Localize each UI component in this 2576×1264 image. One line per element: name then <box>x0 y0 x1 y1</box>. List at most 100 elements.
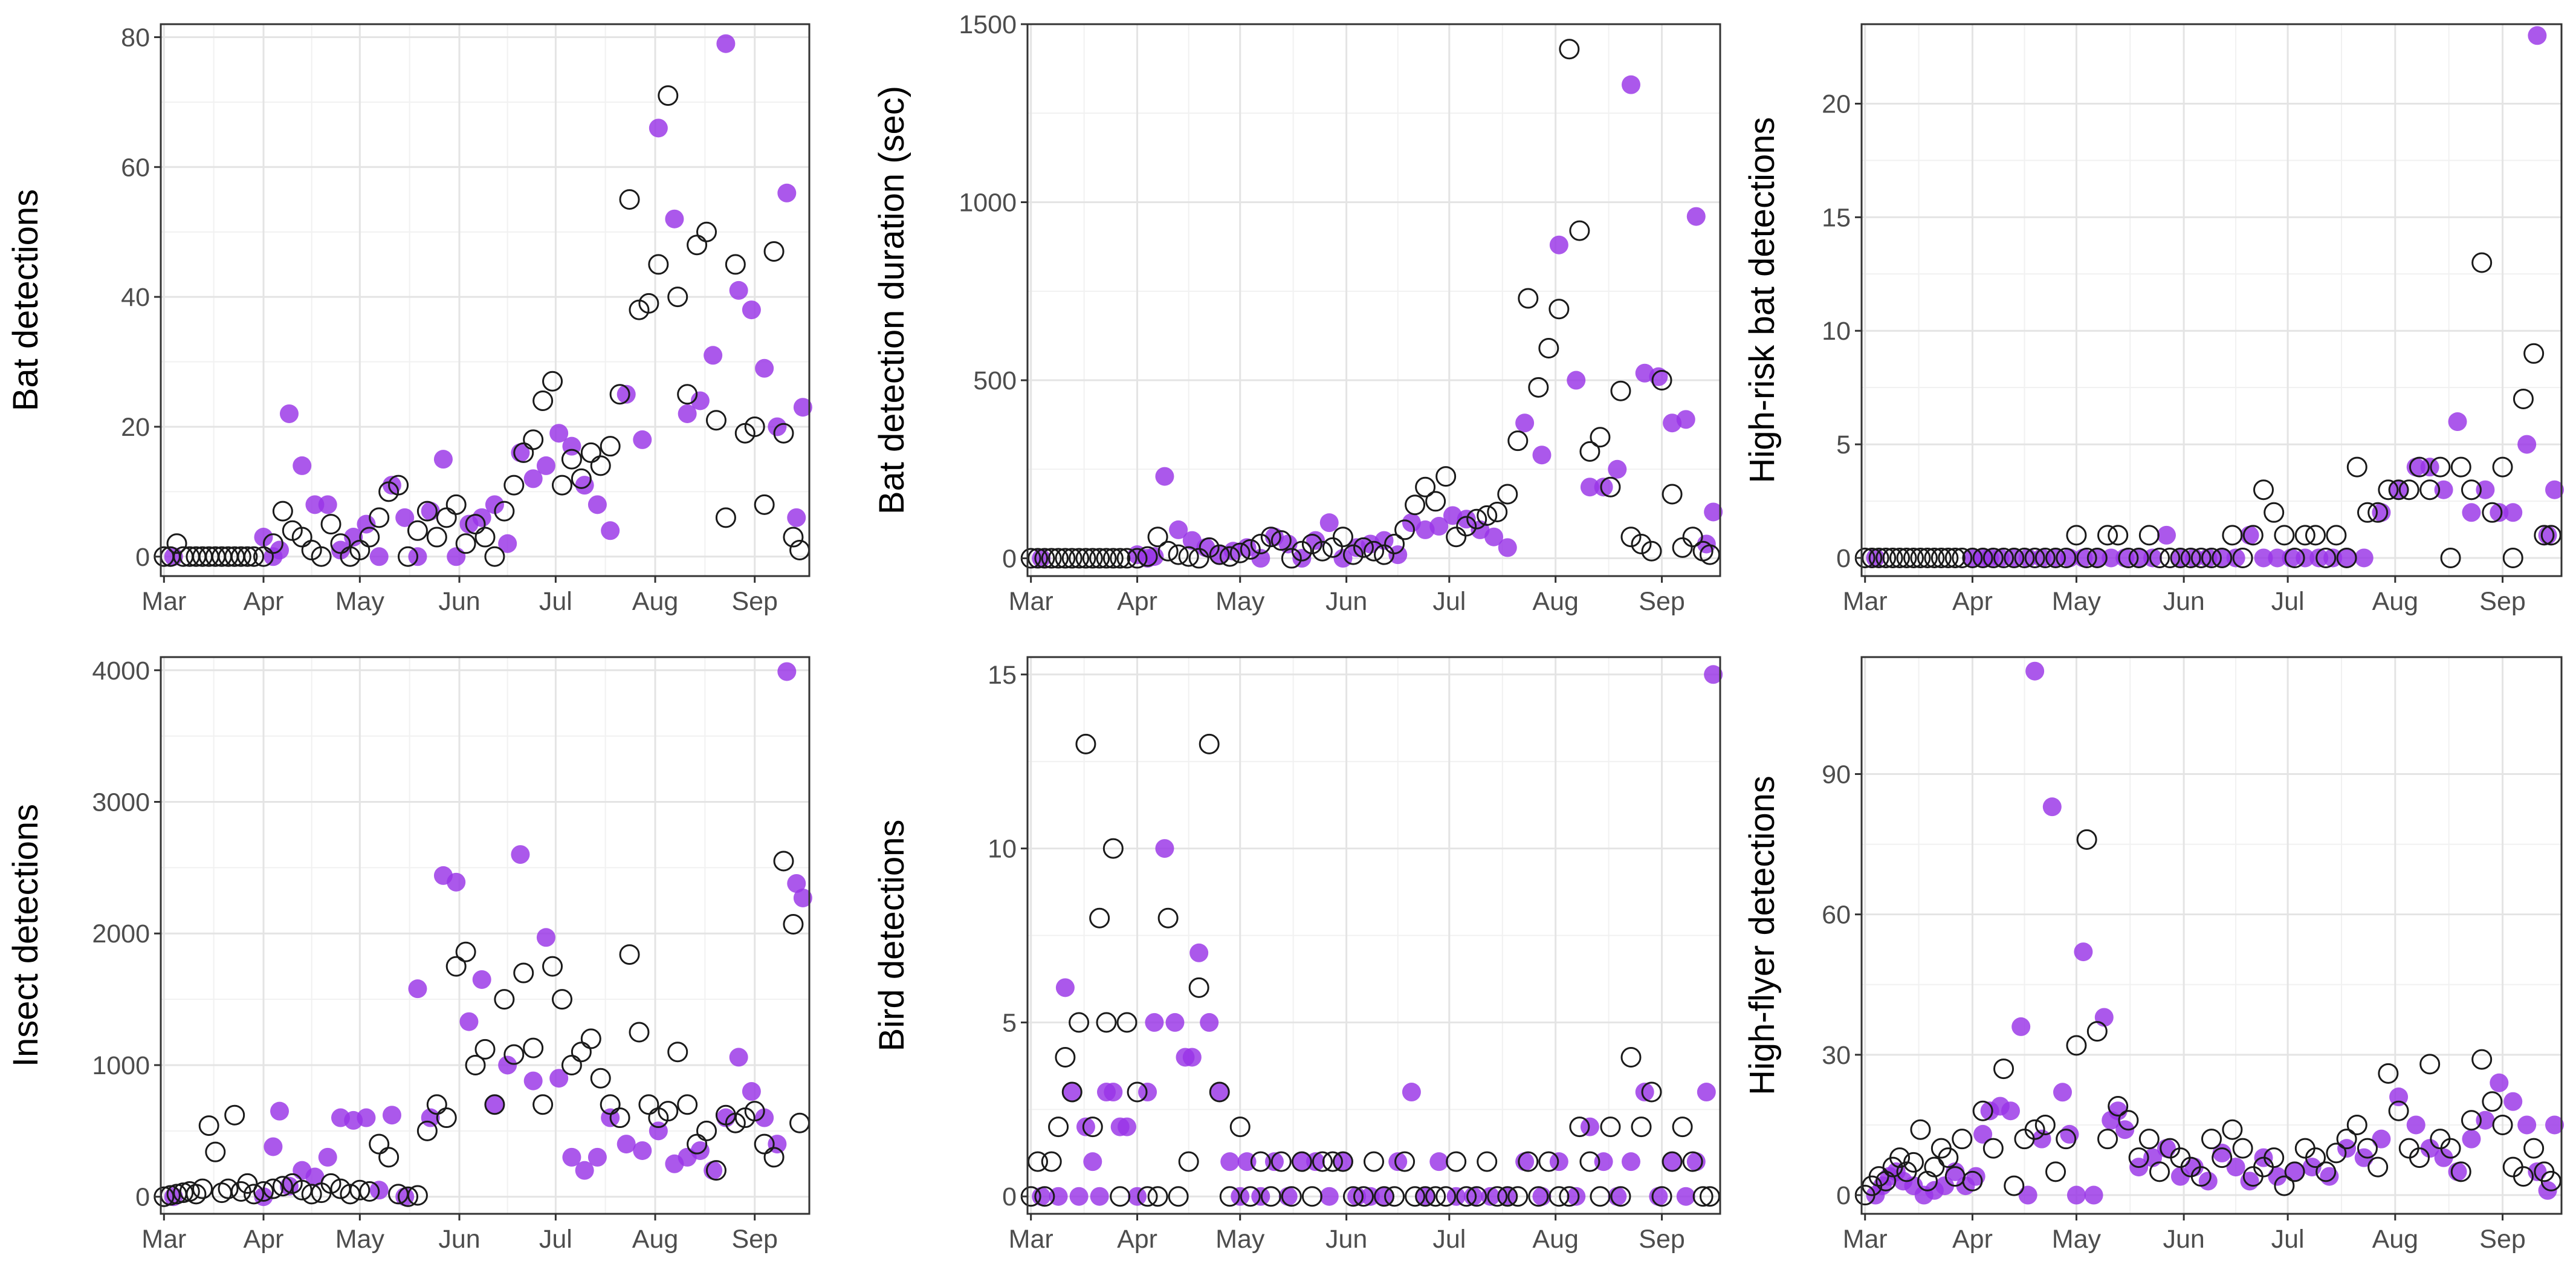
x-tick-label: May <box>2052 1225 2102 1254</box>
open-point <box>1924 547 1945 568</box>
open-point <box>1641 540 1662 562</box>
filled-point <box>2226 1158 2245 1177</box>
open-point <box>2326 525 2347 546</box>
open-point <box>2336 1129 2357 1150</box>
open-point <box>2118 1110 2139 1131</box>
open-point <box>773 851 794 872</box>
filled-point <box>270 1101 290 1121</box>
open-point <box>1507 430 1529 452</box>
open-point <box>2540 1170 2561 1191</box>
open-point <box>330 533 351 554</box>
open-point <box>1405 1186 1426 1207</box>
filled-point <box>1076 1117 1095 1136</box>
open-point <box>2170 547 2191 568</box>
open-point <box>2440 1138 2461 1159</box>
open-point <box>1353 537 1374 558</box>
x-tick-label: Apr <box>1952 587 1993 616</box>
y-axis-title: High-flyer detections <box>1743 776 1782 1095</box>
open-point <box>2086 547 2108 568</box>
filled-point <box>2157 525 2176 545</box>
open-point <box>378 1147 400 1168</box>
open-point <box>2014 547 2035 568</box>
open-point <box>445 956 467 977</box>
open-point <box>1910 547 1931 568</box>
open-point <box>754 1133 775 1155</box>
filled-point <box>575 1161 594 1180</box>
filled-point <box>704 346 723 365</box>
panel-border <box>1860 656 2563 1215</box>
open-point <box>619 189 640 210</box>
open-point <box>1590 1186 1611 1207</box>
open-point <box>1096 548 1117 569</box>
open-point <box>2024 1119 2045 1140</box>
open-point <box>455 533 476 554</box>
x-tick-label: Mar <box>1009 1225 1053 1254</box>
open-point <box>580 442 601 463</box>
open-point <box>590 455 611 476</box>
open-point <box>551 989 572 1010</box>
filled-point <box>1200 1013 1219 1032</box>
open-point <box>2346 1114 2367 1135</box>
open-point <box>311 546 332 567</box>
open-point <box>1069 1012 1090 1033</box>
open-point <box>763 1147 785 1168</box>
open-point <box>1116 548 1138 569</box>
open-point <box>1089 907 1110 929</box>
open-point <box>1147 527 1168 548</box>
open-point <box>1116 1012 1138 1033</box>
y-tick-label: 10 <box>988 835 1017 864</box>
open-point <box>744 416 765 437</box>
open-point <box>1075 733 1096 754</box>
open-point <box>398 546 419 567</box>
filled-point <box>2545 1115 2565 1135</box>
filled-point <box>305 495 325 514</box>
open-point <box>1250 1151 1271 1172</box>
filled-point <box>616 1135 636 1154</box>
open-point <box>1041 1151 1062 1172</box>
y-tick-label: 5 <box>1836 430 1851 459</box>
filled-point <box>729 280 748 300</box>
filled-point <box>1580 1117 1599 1136</box>
panel-5: 0 5 10 15 Mar Apr May Jun Jul Aug Sep Bird detectio… <box>872 656 1723 1254</box>
y-tick-label: 0 <box>1836 544 1851 573</box>
y-tick-label: 15 <box>988 661 1017 690</box>
open-point <box>1127 1081 1148 1103</box>
open-point <box>244 546 265 567</box>
open-point <box>426 1094 447 1115</box>
filled-point <box>2268 548 2287 568</box>
x-tick-label: Apr <box>1952 1225 1993 1254</box>
y-tick-label: 40 <box>121 283 150 312</box>
open-point <box>1692 1186 1714 1207</box>
y-axis-title: High-risk bat detections <box>1743 117 1782 483</box>
open-point <box>1027 548 1049 569</box>
open-point <box>1178 1151 1199 1172</box>
open-point <box>1075 548 1096 569</box>
filled-point <box>264 1137 283 1156</box>
open-point <box>754 494 775 515</box>
filled-point <box>2226 548 2245 568</box>
open-point <box>658 1101 679 1122</box>
open-point <box>609 1107 630 1129</box>
open-point <box>1168 1186 1189 1207</box>
panel-border <box>160 23 811 577</box>
open-point <box>523 429 544 450</box>
filled-point <box>485 1095 504 1114</box>
filled-point <box>777 662 797 681</box>
filled-point <box>2018 1185 2037 1205</box>
filled-point <box>1676 1187 1695 1206</box>
filled-point <box>331 540 350 560</box>
open-point <box>301 1184 322 1205</box>
open-point <box>1312 1151 1333 1172</box>
filled-point <box>1402 1083 1421 1102</box>
filled-point <box>1686 207 1706 226</box>
open-point <box>1477 1151 1498 1172</box>
y-tick-label: 20 <box>121 413 150 442</box>
filled-point <box>1189 943 1209 962</box>
open-point <box>1229 542 1251 563</box>
open-point <box>2034 1114 2056 1135</box>
open-point <box>687 235 708 256</box>
filled-point <box>1069 1187 1089 1206</box>
open-point <box>291 527 312 548</box>
y-tick-label: 10 <box>1822 317 1851 346</box>
